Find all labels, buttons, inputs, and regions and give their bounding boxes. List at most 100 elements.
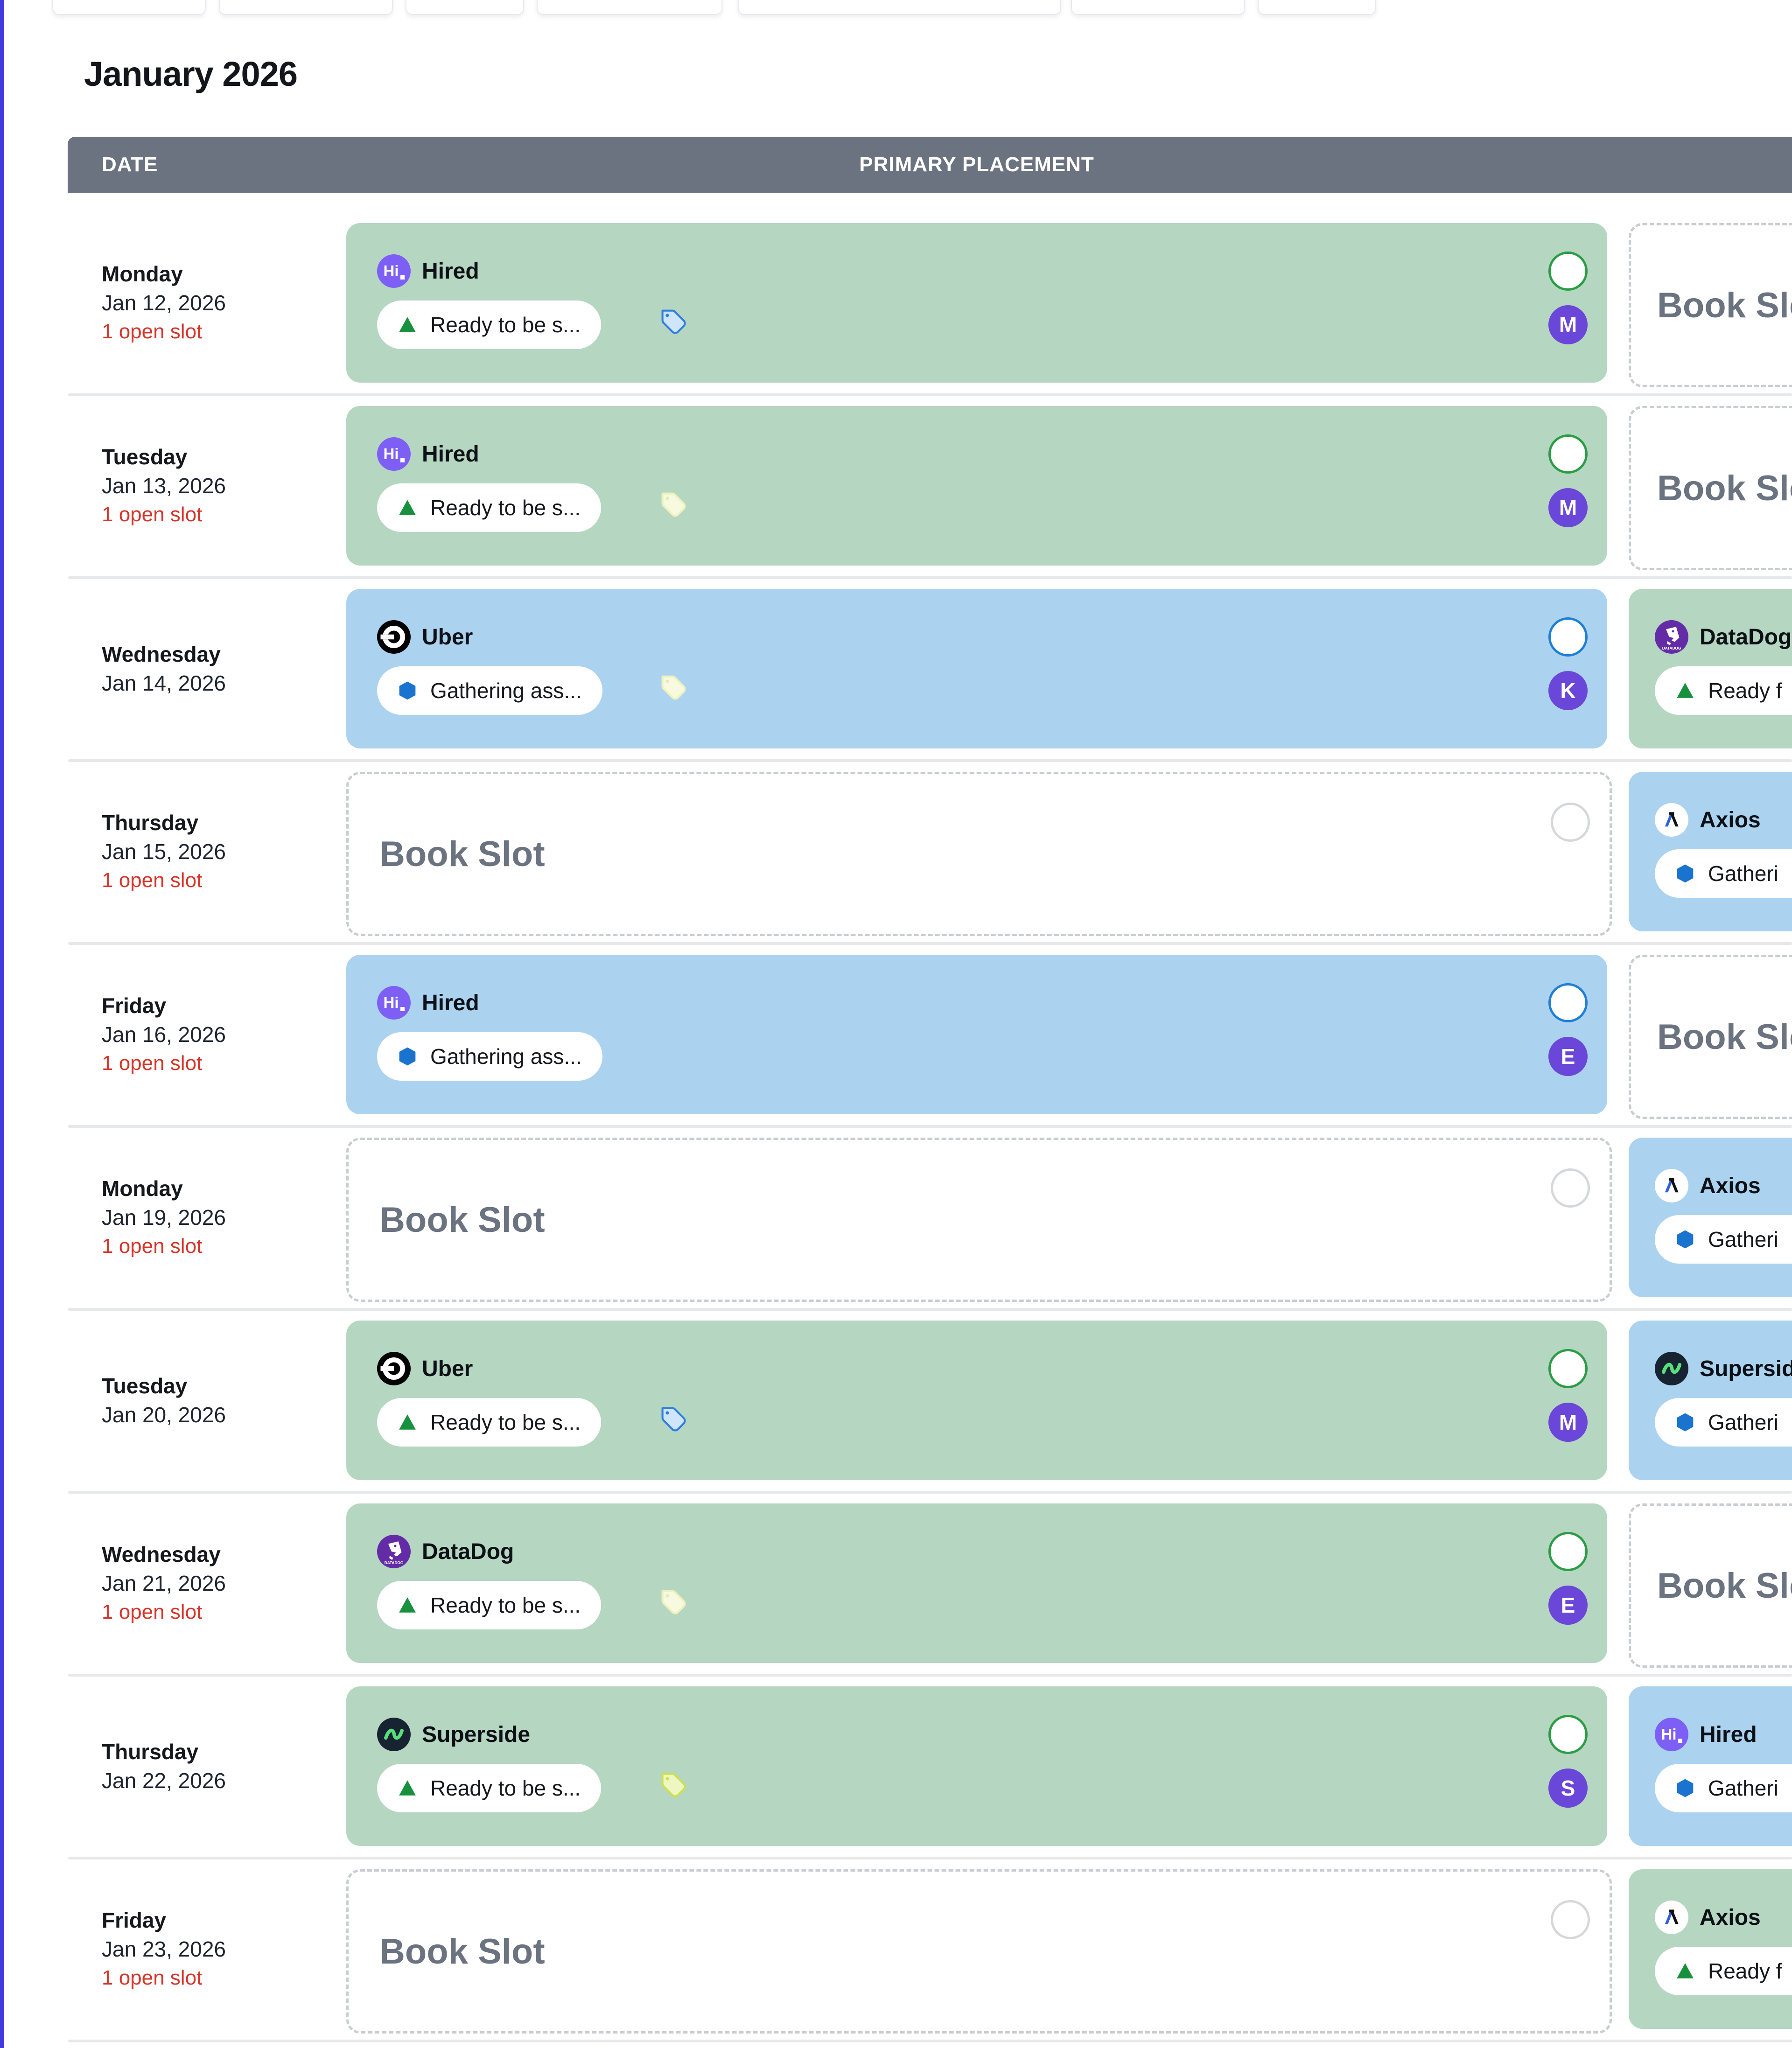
slot-radio-circle[interactable] — [1551, 803, 1590, 842]
triangle-up-icon — [399, 500, 416, 515]
triangle-up-icon — [399, 1414, 416, 1430]
status-text: Ready to be s... — [430, 1776, 581, 1800]
date-text: Jan 22, 2026 — [102, 1768, 226, 1793]
placement-card[interactable]: Superside Ready to be s... S — [346, 1686, 1607, 1846]
placement-card[interactable]: DATADOG DataDog Ready to be s... E — [346, 1503, 1607, 1663]
status-pill: Ready to be s... — [377, 1398, 602, 1447]
company-name: Hired — [422, 259, 479, 284]
slot-radio-circle[interactable] — [1551, 1168, 1590, 1208]
book-slot-label: Book Slot — [1657, 1017, 1792, 1057]
top-tab[interactable] — [738, 0, 1061, 15]
schedule-row: Tuesday Jan 13, 2026 1 open slot Hi Hire… — [0, 406, 1792, 579]
triangle-up-icon — [399, 317, 416, 332]
book-slot-label: Book Slot — [1657, 285, 1792, 325]
assignee-avatar[interactable]: S — [1548, 1768, 1588, 1808]
assignee-avatar[interactable]: E — [1548, 1037, 1588, 1076]
assignee-avatar[interactable]: M — [1548, 488, 1588, 527]
placement-card[interactable]: Hi Hired Gathering ass... E — [346, 955, 1607, 1114]
placement-card[interactable]: Axios Gatheri — [1629, 772, 1792, 931]
placement-card[interactable]: DATADOG DataDog Ready f — [1629, 589, 1792, 748]
placement-card[interactable]: Hi Hired Ready to be s... M — [346, 406, 1607, 566]
hexagon-icon — [1677, 864, 1694, 883]
book-slot-card[interactable]: Book Slot — [1629, 1503, 1792, 1668]
date-cell: Friday Jan 16, 2026 1 open slot — [102, 955, 321, 1114]
hired-logo: Hi — [377, 254, 411, 288]
slot-radio-circle[interactable] — [1548, 1715, 1588, 1754]
tag-icon — [658, 489, 689, 520]
column-header-date: DATE — [102, 153, 158, 176]
left-accent-line — [0, 0, 4, 2048]
svg-text:DATADOG: DATADOG — [1662, 646, 1681, 650]
slot-radio-circle[interactable] — [1548, 983, 1588, 1022]
axios-logo — [1655, 1169, 1688, 1202]
date-cell: Thursday Jan 22, 2026 — [102, 1686, 321, 1846]
slot-radio-circle[interactable] — [1548, 434, 1588, 474]
placement-card[interactable]: Hi Hired Ready to be s... M — [346, 223, 1607, 383]
status-text: Ready to be s... — [430, 1593, 581, 1617]
hired-logo: Hi — [377, 986, 411, 1020]
placement-card-header: Axios — [1655, 1897, 1761, 1937]
placement-card[interactable]: Superside Gatheri — [1629, 1321, 1792, 1480]
book-slot-card[interactable]: Book Slot — [346, 1869, 1612, 2034]
hired-logo: Hi — [1655, 1718, 1688, 1751]
placement-card[interactable]: Hi Hired Gatheri — [1629, 1686, 1792, 1846]
placement-card[interactable]: Uber Ready to be s... M — [346, 1321, 1607, 1480]
date-text: Jan 15, 2026 — [102, 839, 226, 864]
placement-card-header: Hi Hired — [377, 434, 479, 474]
slot-radio-circle[interactable] — [1548, 617, 1588, 657]
status-text: Gatheri — [1708, 861, 1778, 886]
book-slot-label: Book Slot — [379, 1931, 545, 1971]
triangle-up-icon — [399, 1597, 416, 1613]
book-slot-card[interactable]: Book Slot — [1629, 955, 1792, 1119]
company-name: Hired — [1700, 1722, 1757, 1747]
schedule-row: Wednesday Jan 14, 2026 Uber Gathering as… — [0, 589, 1792, 762]
hexagon-icon — [1677, 1413, 1694, 1432]
placement-card[interactable]: Uber Gathering ass... K — [346, 589, 1607, 748]
open-slot-badge: 1 open slot — [102, 1966, 203, 1989]
schedule-row: Monday Jan 12, 2026 1 open slot Hi Hired… — [0, 223, 1792, 396]
placement-card-header: DATADOG DataDog — [1655, 617, 1792, 657]
assignee-avatar[interactable]: M — [1548, 1403, 1588, 1442]
book-slot-card[interactable]: Book Slot — [1629, 406, 1792, 570]
status-text: Gathering ass... — [430, 678, 582, 703]
assignee-avatar[interactable]: K — [1548, 671, 1588, 710]
top-tab[interactable] — [406, 0, 524, 15]
day-name: Thursday — [102, 1740, 199, 1764]
slot-radio-circle[interactable] — [1548, 1349, 1588, 1388]
placement-card[interactable]: Axios Gatheri — [1629, 1138, 1792, 1297]
book-slot-card[interactable]: Book Slot — [1629, 223, 1792, 387]
status-pill: Gatheri — [1655, 849, 1792, 898]
superside-logo — [377, 1718, 411, 1751]
schedule-row: Friday Jan 23, 2026 1 open slot Book Slo… — [0, 1869, 1792, 2042]
day-name: Thursday — [102, 811, 199, 835]
hired-logo: Hi — [377, 437, 411, 471]
top-tab[interactable] — [537, 0, 722, 15]
open-slot-badge: 1 open slot — [102, 1601, 203, 1623]
top-tab[interactable] — [1071, 0, 1245, 15]
placement-card[interactable]: Axios Ready f — [1629, 1869, 1792, 2029]
row-divider — [68, 2040, 1792, 2042]
day-name: Monday — [102, 1176, 183, 1201]
top-tab[interactable] — [52, 0, 206, 15]
assignee-avatar[interactable]: M — [1548, 305, 1588, 344]
date-text: Jan 19, 2026 — [102, 1205, 226, 1230]
company-name: Hired — [422, 441, 479, 467]
slot-radio-circle[interactable] — [1548, 252, 1588, 291]
slot-radio-circle[interactable] — [1551, 1900, 1590, 1939]
day-name: Friday — [102, 1908, 167, 1932]
status-pill: Ready to be s... — [377, 483, 602, 532]
hexagon-icon — [399, 681, 416, 700]
book-slot-card[interactable]: Book Slot — [346, 1138, 1612, 1302]
date-text: Jan 20, 2026 — [102, 1403, 226, 1427]
top-tab[interactable] — [219, 0, 393, 15]
slot-radio-circle[interactable] — [1548, 1532, 1588, 1571]
date-text: Jan 14, 2026 — [102, 671, 226, 695]
svg-text:DATADOG: DATADOG — [385, 1561, 403, 1565]
book-slot-card[interactable]: Book Slot — [346, 772, 1612, 936]
axios-logo — [1655, 1901, 1688, 1934]
assignee-avatar[interactable]: E — [1548, 1586, 1588, 1625]
open-slot-badge: 1 open slot — [102, 869, 203, 892]
date-text: Jan 21, 2026 — [102, 1571, 226, 1595]
open-slot-badge: 1 open slot — [102, 503, 203, 526]
top-tab[interactable] — [1258, 0, 1376, 15]
